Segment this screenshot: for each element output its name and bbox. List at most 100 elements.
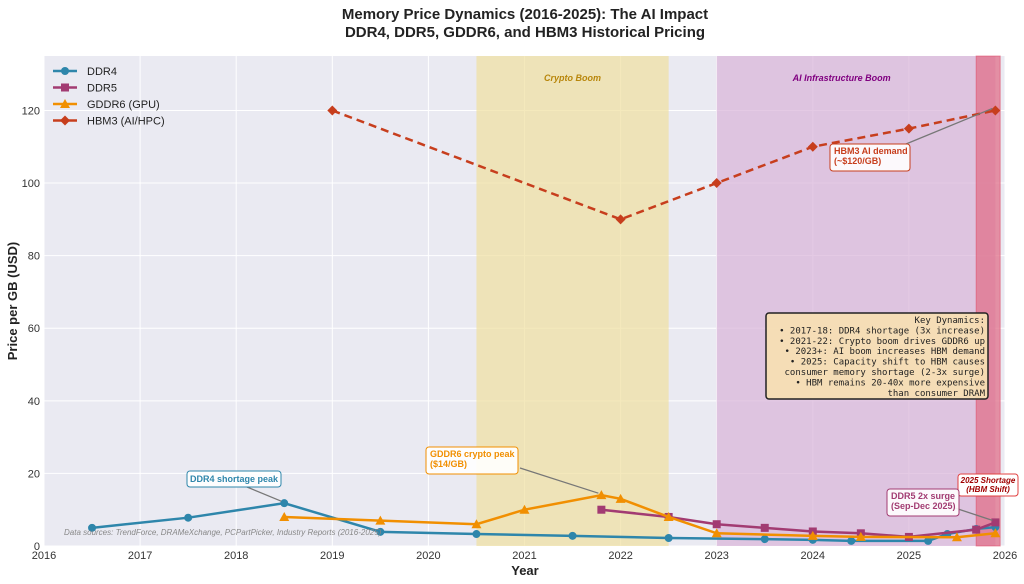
key-dynamics-box <box>765 312 989 400</box>
hbm3-point <box>903 123 914 134</box>
key-dynamics-text-line: than consumer DRAM <box>887 389 985 399</box>
key-dynamics-text: Key Dynamics: • 2017-18: DDR4 shortage (3… <box>779 316 985 399</box>
key-dynamics-text-line: Key Dynamics: <box>915 316 985 326</box>
key-dynamics-text-line: • 2023+: AI boom increases HBM demand <box>785 347 985 357</box>
region-label-box <box>957 473 1019 497</box>
x-tick-label: 2020 <box>416 550 440 562</box>
region-label-crypto-line: Crypto Boom <box>544 73 601 83</box>
x-tick-label: 2016 <box>32 550 56 562</box>
data-source-note: Data sources: TrendForce, DRAMeXchange, … <box>64 528 382 537</box>
region-label-shortage-line: (HBM Shift) <box>966 485 1010 494</box>
annotation-text-line: DDR5 2x surge <box>891 491 955 501</box>
ddr4-point <box>376 527 385 536</box>
shaded-region <box>975 55 1001 547</box>
y-tick-label: 80 <box>28 251 40 263</box>
gddr6-point <box>375 515 386 525</box>
gddr6-point <box>471 519 482 529</box>
y-tick-label: 40 <box>28 396 40 408</box>
y-tick-label: 120 <box>22 105 40 117</box>
ddr4-point <box>924 536 933 545</box>
gddr6-point <box>615 493 626 503</box>
hbm3-point <box>327 105 338 116</box>
chart-title: Memory Price Dynamics (2016-2025): The A… <box>342 6 708 23</box>
ddr4-point <box>184 513 193 522</box>
hbm3-point <box>711 178 722 189</box>
y-axis-label: Price per GB (USD) <box>5 242 20 360</box>
gddr6-line <box>284 493 996 539</box>
hbm3-point <box>990 105 1001 116</box>
gddr6-point <box>711 528 722 538</box>
annotation-arrow <box>905 107 993 145</box>
key-dynamics-text-line: • HBM remains 20-40x more expensive <box>795 378 985 388</box>
legend-marker-gddr6 <box>60 99 70 108</box>
key-dynamics-text-line: consumer memory shortage (2-3x surge) <box>785 368 985 378</box>
chart-subtitle: DDR4, DDR5, GDDR6, and HBM3 Historical P… <box>345 24 705 41</box>
key-dynamics-text-line: • 2021-22: Crypto boom drives GDDR6 up <box>779 337 985 347</box>
key-dynamics-text-line: • 2025: Capacity shift to HBM causes <box>790 358 985 368</box>
hbm3-line <box>331 109 996 221</box>
hbm3-point <box>615 214 626 225</box>
annotation-text-line: (Sep-Dec 2025) <box>891 501 956 511</box>
annotation-text: HBM3 AI demand (~$120/GB) <box>834 146 908 166</box>
region-label-ai-line: AI Infrastructure Boom <box>792 73 891 83</box>
x-tick-label: 2017 <box>128 550 152 562</box>
gddr6-point <box>807 530 818 540</box>
x-axis-label: Year <box>511 563 538 578</box>
annotation-text: DDR5 2x surge (Sep-Dec 2025) <box>891 491 956 511</box>
x-tick-label: 2019 <box>320 550 344 562</box>
shaded-region <box>716 56 996 546</box>
x-tick-label: 2018 <box>224 550 248 562</box>
x-tick-label: 2024 <box>801 550 825 562</box>
ddr4-point <box>760 535 769 544</box>
key-dynamics-text-line: • 2017-18: DDR4 shortage (3x increase) <box>779 326 985 336</box>
ddr4-point <box>664 534 673 543</box>
ddr5-point <box>972 525 981 534</box>
annotation-text-line: DDR4 shortage peak <box>190 474 279 484</box>
y-tick-label: 0 <box>34 541 40 553</box>
annotation-arrow <box>519 467 599 494</box>
ddr5-point <box>991 518 1000 527</box>
legend-label-hbm3: HBM3 (AI/HPC) <box>87 116 165 128</box>
x-tick-label: 2022 <box>608 550 632 562</box>
ddr5-point <box>760 523 769 532</box>
x-tick-label: 2025 <box>897 550 921 562</box>
region-label-shortage-line: 2025 Shortage <box>960 476 1016 485</box>
x-tick-label: 2021 <box>512 550 536 562</box>
annotation-box <box>186 470 282 488</box>
ddr4-point <box>472 530 481 539</box>
legend-label-ddr4: DDR4 <box>87 66 117 78</box>
gddr6-point <box>855 531 866 541</box>
y-tick-label: 100 <box>22 178 40 190</box>
annotation-arrow <box>954 507 993 522</box>
region-label-ai: AI Infrastructure Boom <box>792 73 891 83</box>
annotation-text-line: (~$120/GB) <box>834 156 881 166</box>
annotation-text-line: GDDR6 crypto peak <box>430 449 516 459</box>
gddr6-point <box>279 511 290 521</box>
annotation-text: GDDR6 crypto peak ($14/GB) <box>430 449 516 469</box>
annotation-box <box>886 488 960 517</box>
region-label-crypto: Crypto Boom <box>544 73 601 83</box>
x-tick-label: 2026 <box>993 550 1017 562</box>
y-tick-label: 60 <box>28 323 40 335</box>
ddr4-point <box>88 523 97 532</box>
gddr6-point <box>951 532 962 542</box>
annotation-text: DDR4 shortage peak <box>190 474 279 484</box>
legend-marker-ddr5 <box>61 83 69 92</box>
hbm3-point <box>807 141 818 152</box>
gddr6-point <box>990 528 1001 538</box>
ddr4-point <box>280 499 289 508</box>
region-label-shortage: 2025 Shortage (HBM Shift) <box>960 476 1016 494</box>
ddr4-point <box>568 531 577 540</box>
ddr5-point <box>597 505 606 514</box>
ddr5-point <box>712 520 721 529</box>
annotation-arrow <box>246 486 282 502</box>
legend-label-ddr5: DDR5 <box>87 83 117 95</box>
ddr4-point <box>847 536 856 545</box>
legend-label-gddr6: GDDR6 (GPU) <box>87 99 160 111</box>
y-tick-label: 20 <box>28 468 40 480</box>
gddr6-point <box>519 504 530 514</box>
annotation-text-line: HBM3 AI demand <box>834 146 908 156</box>
annotation-box <box>425 446 519 475</box>
data-source-note-line: Data sources: TrendForce, DRAMeXchange, … <box>64 528 382 537</box>
